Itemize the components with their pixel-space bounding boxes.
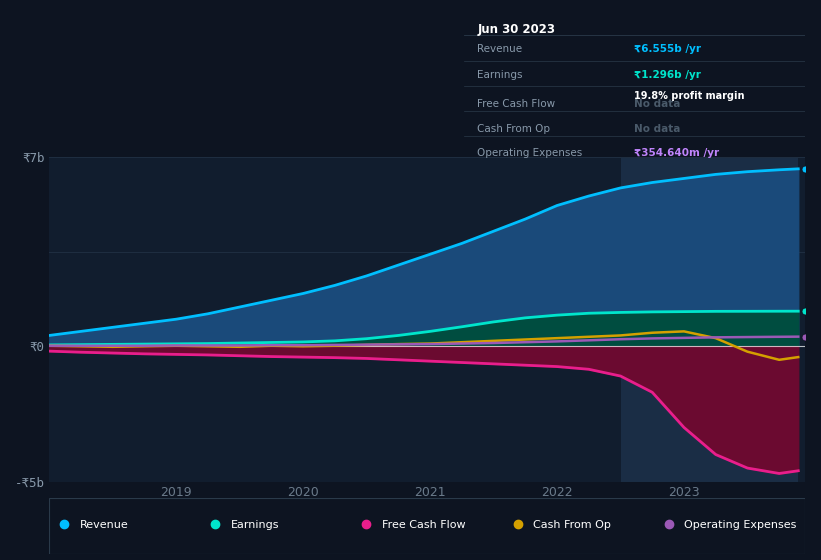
Text: Free Cash Flow: Free Cash Flow <box>478 99 556 109</box>
Text: No data: No data <box>635 124 681 133</box>
FancyBboxPatch shape <box>49 498 805 554</box>
Text: Earnings: Earnings <box>231 520 279 530</box>
Text: ₹354.640m /yr: ₹354.640m /yr <box>635 148 719 158</box>
Text: Cash From Op: Cash From Op <box>533 520 611 530</box>
Bar <box>621 157 798 482</box>
Text: ₹6.555b /yr: ₹6.555b /yr <box>635 44 701 54</box>
Text: Free Cash Flow: Free Cash Flow <box>382 520 466 530</box>
Text: Cash From Op: Cash From Op <box>478 124 551 133</box>
Text: Earnings: Earnings <box>478 70 523 80</box>
Text: Operating Expenses: Operating Expenses <box>478 148 583 158</box>
Text: Jun 30 2023: Jun 30 2023 <box>478 23 556 36</box>
Text: No data: No data <box>635 99 681 109</box>
Text: Operating Expenses: Operating Expenses <box>684 520 796 530</box>
Text: Revenue: Revenue <box>80 520 128 530</box>
Text: 19.8% profit margin: 19.8% profit margin <box>635 91 745 101</box>
Text: Revenue: Revenue <box>478 44 523 54</box>
Text: ₹1.296b /yr: ₹1.296b /yr <box>635 70 701 80</box>
